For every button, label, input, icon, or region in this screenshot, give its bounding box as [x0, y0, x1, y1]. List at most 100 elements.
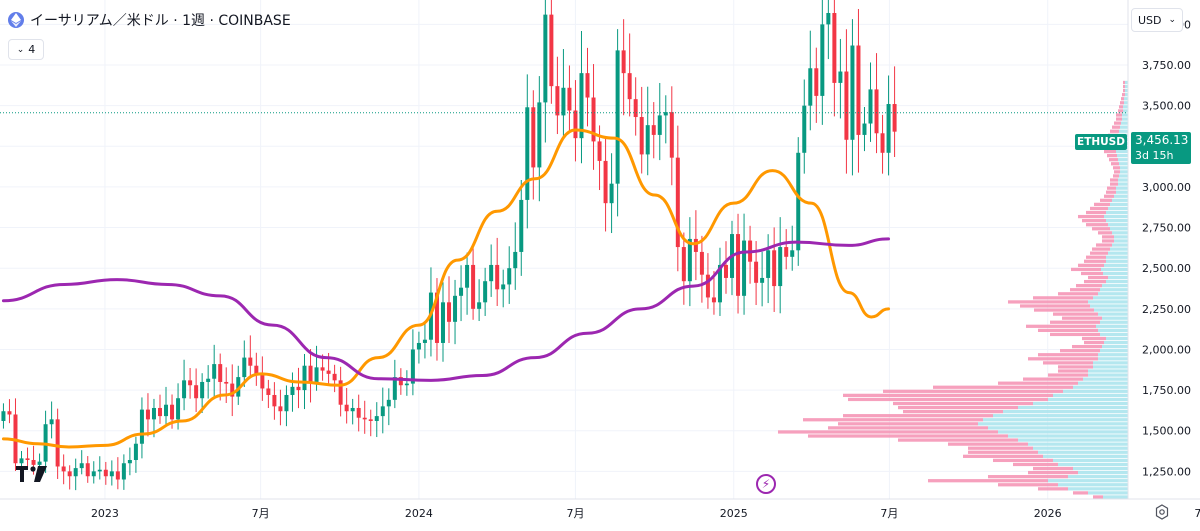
candle-body — [838, 71, 843, 83]
candle — [591, 64, 596, 170]
volume-profile-bar-down — [1070, 288, 1100, 292]
candle-body — [681, 247, 686, 282]
volume-profile-bar-down — [1084, 340, 1104, 345]
candle — [603, 137, 608, 232]
candle — [79, 450, 84, 475]
candle — [380, 387, 385, 434]
candle-body — [555, 86, 560, 116]
candle — [874, 53, 879, 154]
candle — [356, 394, 361, 432]
candle — [67, 465, 72, 490]
volume-profile-bar-down — [1076, 284, 1102, 288]
candle-body — [892, 104, 897, 132]
volume-profile-bar-up — [1119, 129, 1128, 133]
volume-profile-bar-up — [1122, 117, 1128, 121]
volume-profile-bar-up — [1102, 316, 1128, 320]
volume-profile-bar-down — [998, 483, 1058, 487]
volume-profile-bar-down — [883, 389, 1063, 393]
candle — [519, 179, 524, 276]
time-tick-label: 7月 — [566, 507, 584, 520]
candle-body — [374, 416, 379, 421]
candle-body — [477, 302, 482, 309]
candle — [416, 331, 421, 364]
candle — [778, 217, 783, 314]
volume-profile-bar-up — [1118, 182, 1128, 186]
volume-profile-bar-down — [1038, 353, 1098, 357]
candle — [386, 388, 391, 426]
candle — [681, 232, 686, 305]
candle — [115, 457, 120, 490]
candle — [717, 247, 722, 316]
volume-profile-bar-down — [1120, 101, 1124, 105]
gear-icon[interactable] — [1154, 504, 1170, 520]
volume-profile-bar-down — [1073, 491, 1088, 495]
volume-profile-bar-down — [1098, 231, 1112, 235]
candle-body — [856, 45, 861, 135]
candle — [838, 38, 843, 119]
volume-profile-bar-down — [1112, 125, 1120, 129]
volume-profile-bar-up — [1003, 410, 1128, 414]
candle-body — [675, 157, 680, 248]
candle-body — [573, 110, 578, 139]
candle — [404, 370, 409, 396]
candle-body — [784, 247, 789, 257]
candle-body — [507, 268, 512, 285]
candle-body — [115, 471, 120, 480]
candle — [465, 252, 470, 315]
candle-body — [693, 238, 698, 252]
time-tick-label: 7月 — [880, 507, 898, 520]
candle — [892, 66, 897, 157]
candle — [164, 386, 169, 425]
candle-body — [742, 240, 747, 296]
volume-profile-bar-up — [1108, 251, 1128, 255]
volume-profile-bar-up — [1043, 454, 1128, 458]
volume-profile-bar-down — [1038, 487, 1068, 491]
currency-label: USD — [1138, 13, 1162, 27]
candle-body — [79, 463, 84, 469]
volume-profile-bar-up — [1018, 438, 1128, 442]
candle — [802, 79, 807, 174]
volume-profile-bar-up — [1114, 239, 1128, 243]
candle — [699, 235, 704, 303]
candle-body — [603, 160, 608, 204]
ma-short-line — [1, 128, 891, 449]
candle-body — [230, 383, 235, 397]
volume-profile-bar-up — [1093, 365, 1128, 369]
candle-body — [350, 407, 355, 412]
candle-body — [61, 466, 66, 472]
tradingview-logo[interactable] — [16, 466, 48, 488]
candle — [471, 246, 476, 320]
volume-profile-bar-down — [1020, 304, 1090, 308]
symbol-header[interactable]: イーサリアム／米ドル · 1週 · COINBASE — [8, 10, 291, 30]
candle — [284, 385, 289, 427]
volume-profile-bar-down — [1023, 377, 1083, 381]
volume-profile-bar-up — [1119, 174, 1128, 178]
volume-profile-bar-up — [1120, 170, 1128, 174]
currency-select[interactable]: USD ⌄ — [1131, 8, 1183, 32]
candle — [194, 368, 199, 413]
candle — [85, 456, 90, 483]
volume-profile-bar-down — [968, 446, 1033, 450]
candle-body — [687, 238, 692, 282]
candle-body — [410, 349, 415, 384]
candle-body — [398, 377, 403, 386]
volume-profile-bar-up — [1078, 381, 1128, 385]
candle — [398, 368, 403, 395]
candle-body — [260, 373, 265, 389]
volume-profile-bar-down — [1053, 312, 1098, 316]
lightning-icon[interactable]: ⚡ — [756, 474, 776, 494]
candle — [272, 382, 277, 420]
candle — [549, 0, 554, 104]
candle-body — [723, 264, 728, 278]
volume-profile-bar-up — [1073, 466, 1128, 471]
candle — [790, 225, 795, 271]
candle-body — [157, 407, 162, 417]
indicators-toggle-button[interactable]: ⌄ 4 — [8, 39, 44, 60]
volume-profile-bar-up — [1125, 84, 1128, 89]
volume-profile-bar-down — [1048, 373, 1088, 377]
time-tick-label: 7月 — [1194, 507, 1200, 520]
volume-profile-bar-up — [1093, 296, 1128, 300]
candle-body — [356, 407, 361, 418]
candle — [850, 19, 855, 176]
